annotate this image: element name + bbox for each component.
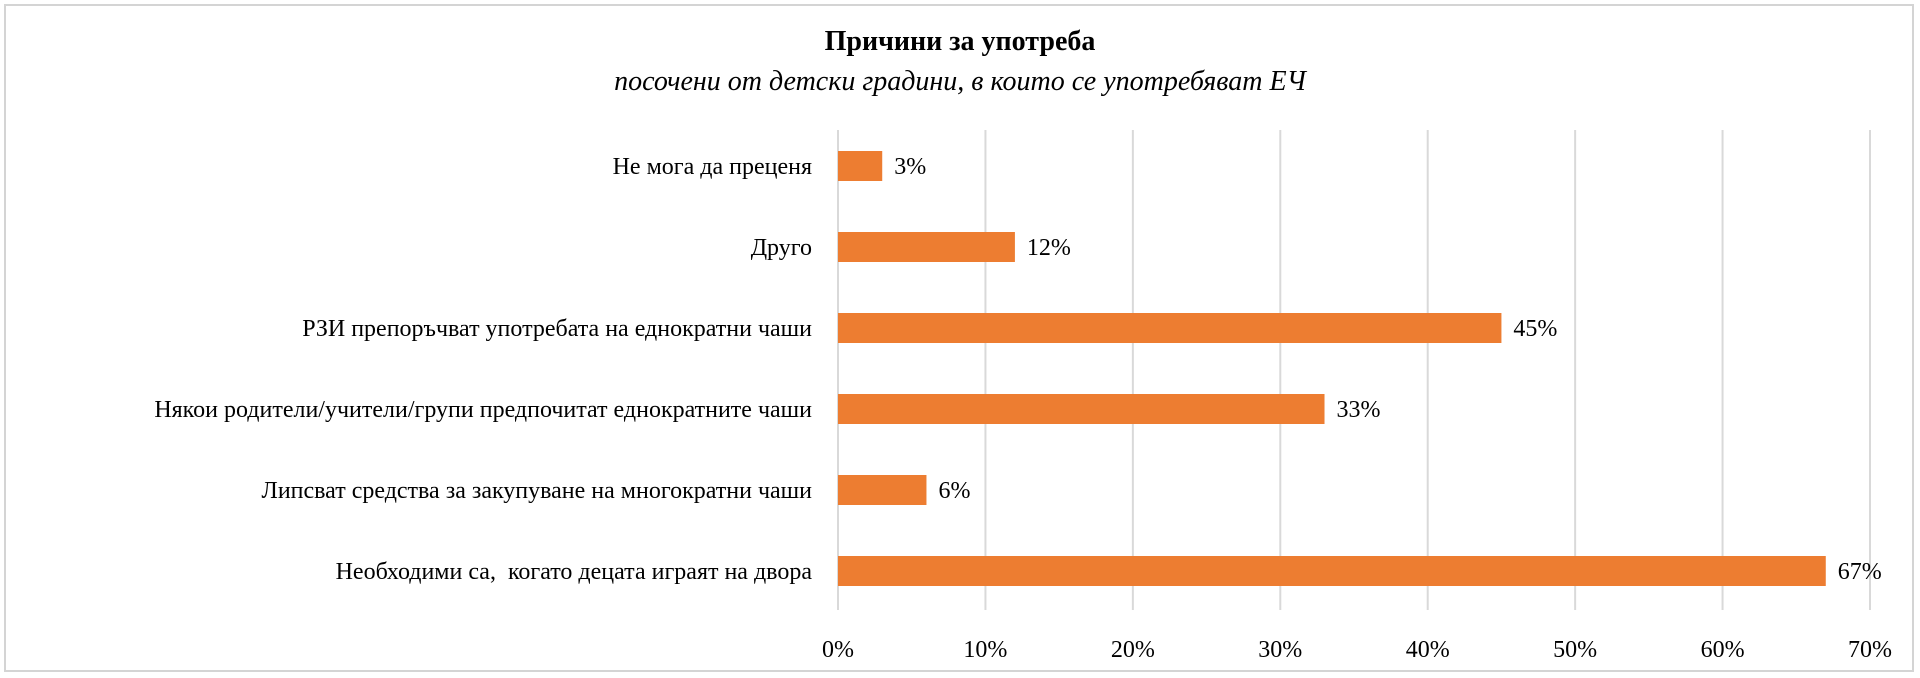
x-tick-label: 60% (1701, 637, 1745, 663)
data-label: 6% (938, 478, 970, 504)
bars (838, 151, 1826, 586)
category-label: Необходими са, когато децата играят на д… (336, 559, 813, 585)
category-label: Някои родители/учители/групи предпочитат… (154, 397, 812, 423)
x-tick-label: 30% (1258, 637, 1302, 663)
data-label: 12% (1027, 235, 1071, 261)
bar (838, 151, 883, 181)
data-label: 67% (1838, 559, 1882, 585)
category-label: РЗИ препоръчват употребата на еднократни… (302, 316, 812, 342)
x-tick-label: 0% (822, 637, 854, 663)
chart-subtitle: посочени от детски градини, в които се у… (614, 66, 1307, 97)
bar (838, 394, 1325, 424)
chart-title: Причини за употреба (825, 26, 1096, 57)
x-tick-label: 40% (1406, 637, 1450, 663)
data-label: 33% (1337, 397, 1381, 423)
bar (838, 313, 1502, 343)
data-label: 45% (1513, 316, 1557, 342)
gridlines (837, 130, 1871, 610)
category-labels: Не мога да преценя Друго РЗИ препоръчват у… (154, 154, 812, 585)
x-axis-ticks: 0% 10% 20% 30% 40% 50% 60% 70% (822, 637, 1892, 663)
x-tick-label: 70% (1848, 637, 1892, 663)
x-tick-label: 10% (963, 637, 1007, 663)
bar (838, 556, 1826, 586)
bar (838, 475, 927, 505)
data-labels: 3% 12% 45% 33% 6% 67% (894, 154, 1882, 585)
bar (838, 232, 1015, 262)
data-label: 3% (894, 154, 926, 180)
category-label: Друго (751, 235, 812, 261)
x-tick-label: 50% (1553, 637, 1597, 663)
category-label: Не мога да преценя (613, 154, 812, 180)
category-label: Липсват средства за закупуване на многок… (262, 478, 813, 504)
x-tick-label: 20% (1111, 637, 1155, 663)
